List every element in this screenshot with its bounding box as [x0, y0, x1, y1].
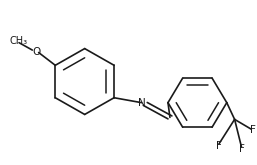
Text: N: N — [138, 98, 145, 108]
Text: F: F — [216, 141, 222, 151]
Text: O: O — [32, 47, 40, 57]
Text: F: F — [238, 144, 244, 154]
Text: F: F — [250, 125, 255, 135]
Text: CH₃: CH₃ — [10, 36, 28, 46]
